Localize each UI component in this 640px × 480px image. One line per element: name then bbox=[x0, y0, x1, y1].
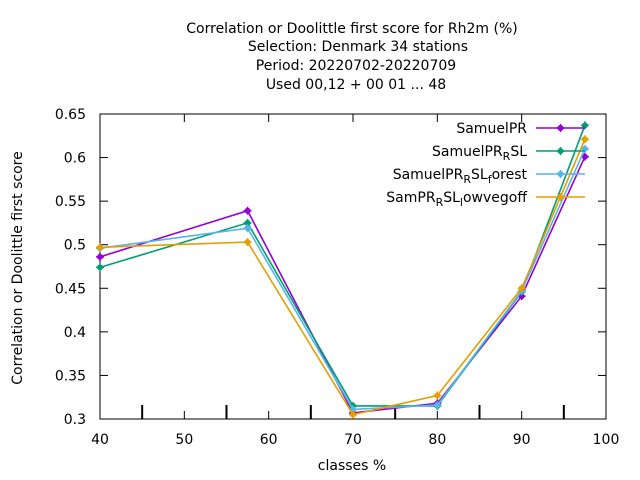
x-tick-label: 60 bbox=[260, 432, 278, 448]
series-3 bbox=[96, 144, 589, 414]
series-layer bbox=[96, 121, 589, 419]
title-line-1: Correlation or Doolittle first score for… bbox=[186, 21, 517, 37]
y-tick-label: 0.65 bbox=[55, 107, 86, 123]
y-tick-label: 0.45 bbox=[55, 281, 86, 297]
legend-entry-3: SamuelPRRSLforest bbox=[393, 167, 585, 186]
legend-label: SamuelPRRSLforest bbox=[393, 167, 528, 186]
series-line bbox=[99, 138, 586, 416]
legend-entry-2: SamuelPRRSL bbox=[432, 144, 585, 163]
x-axis-label: classes % bbox=[318, 458, 386, 474]
y-tick-label: 0.6 bbox=[64, 151, 86, 167]
legend-entry-4: SamPRRSLlowvegoff bbox=[386, 190, 585, 209]
y-tick-label: 0.35 bbox=[55, 368, 86, 384]
chart-title: Correlation or Doolittle first score for… bbox=[186, 21, 517, 93]
legend: SamuelPR SamuelPRRSL SamuelPRRSLforest SamP… bbox=[386, 121, 585, 209]
legend-label: SamuelPR bbox=[456, 121, 527, 137]
title-line-2: Selection: Denmark 34 stations bbox=[248, 39, 468, 55]
x-tick-label: 100 bbox=[593, 432, 620, 448]
series-line bbox=[99, 156, 586, 414]
axis-ticks: 40 50 60 70 80 90 100 0.3 0.35 0.4 0.45 0.5 0.55 0.6 0… bbox=[55, 107, 620, 448]
y-tick-label: 0.3 bbox=[64, 412, 86, 428]
x-tick-label: 40 bbox=[91, 432, 109, 448]
x-tick-label: 70 bbox=[344, 432, 362, 448]
x-tick-label: 90 bbox=[513, 432, 531, 448]
title-line-4: Used 00,12 + 00 01 ... 48 bbox=[266, 77, 446, 93]
x-tick-label: 80 bbox=[428, 432, 446, 448]
y-tick-label: 0.5 bbox=[64, 238, 86, 254]
y-axis-label: Correlation or Doolittle first score bbox=[10, 151, 26, 384]
legend-entry-1: SamuelPR bbox=[456, 121, 585, 137]
series-2 bbox=[96, 121, 589, 410]
legend-label: SamuelPRRSL bbox=[432, 144, 527, 163]
series-line bbox=[99, 148, 586, 411]
y-tick-label: 0.4 bbox=[64, 325, 86, 341]
series-4 bbox=[96, 135, 589, 419]
legend-label: SamPRRSLlowvegoff bbox=[386, 190, 527, 209]
x-tick-label: 50 bbox=[175, 432, 193, 448]
y-tick-label: 0.55 bbox=[55, 194, 86, 210]
title-line-3: Period: 20220702-20220709 bbox=[256, 58, 456, 74]
